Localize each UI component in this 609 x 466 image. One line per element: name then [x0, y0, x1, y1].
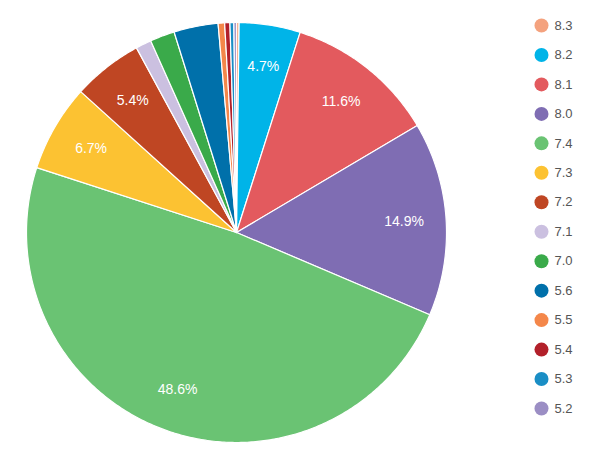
svg-text:7.2: 7.2	[555, 194, 573, 209]
svg-text:7.1: 7.1	[555, 224, 573, 239]
svg-text:6.7%: 6.7%	[75, 140, 107, 156]
svg-text:7.4: 7.4	[555, 136, 573, 151]
svg-text:5.4%: 5.4%	[117, 92, 149, 108]
svg-text:11.6%: 11.6%	[322, 93, 361, 109]
svg-text:8.2: 8.2	[555, 47, 573, 62]
svg-text:8.0: 8.0	[555, 106, 573, 121]
svg-text:5.6: 5.6	[555, 283, 573, 298]
svg-text:5.4: 5.4	[555, 342, 573, 357]
svg-text:14.9%: 14.9%	[384, 213, 424, 229]
svg-text:5.2: 5.2	[555, 401, 573, 416]
svg-text:48.6%: 48.6%	[158, 381, 198, 397]
svg-text:5.3: 5.3	[555, 371, 573, 386]
svg-text:8.1: 8.1	[555, 77, 573, 92]
svg-text:7.0: 7.0	[555, 253, 573, 268]
svg-text:8.3: 8.3	[555, 18, 573, 33]
svg-text:5.5: 5.5	[555, 312, 573, 327]
svg-text:4.7%: 4.7%	[247, 58, 279, 74]
svg-text:7.3: 7.3	[555, 165, 573, 180]
